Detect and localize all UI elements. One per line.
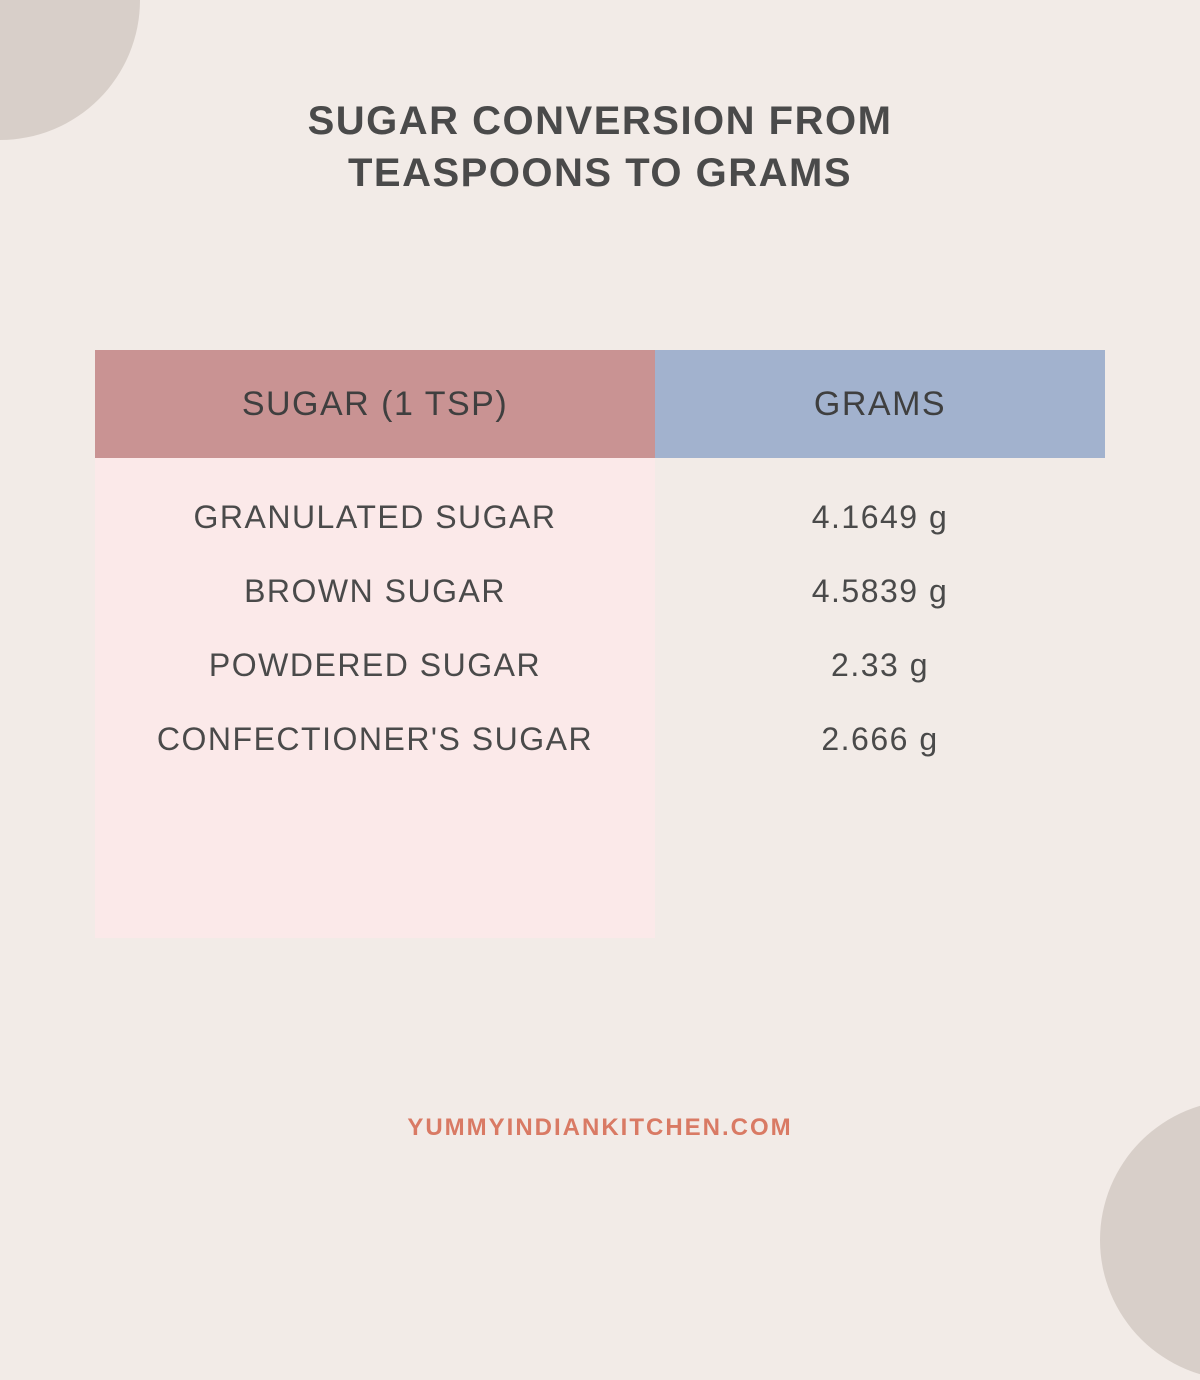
- table-body: GRANULATED SUGAR BROWN SUGAR POWDERED SU…: [95, 458, 1105, 938]
- table-row-label: GRANULATED SUGAR: [95, 480, 655, 554]
- table-row-label: BROWN SUGAR: [95, 554, 655, 628]
- table-body-left-col: GRANULATED SUGAR BROWN SUGAR POWDERED SU…: [95, 458, 655, 938]
- table-row-value: 4.5839 g: [655, 554, 1105, 628]
- table-row-value: 2.666 g: [655, 702, 1105, 776]
- table-row-label: CONFECTIONER'S SUGAR: [95, 702, 655, 776]
- page-title: SUGAR CONVERSION FROM TEASPOONS TO GRAMS: [0, 95, 1200, 199]
- table-header-row: SUGAR (1 TSP) GRAMS: [95, 350, 1105, 458]
- conversion-table: SUGAR (1 TSP) GRAMS GRANULATED SUGAR BRO…: [95, 350, 1105, 938]
- table-header-grams: GRAMS: [655, 350, 1105, 458]
- footer-site-credit: YUMMYINDIANKITCHEN.COM: [0, 1114, 1200, 1142]
- table-row-value: 4.1649 g: [655, 480, 1105, 554]
- table-header-sugar: SUGAR (1 TSP): [95, 350, 655, 458]
- table-row-value: 2.33 g: [655, 628, 1105, 702]
- table-row-label: POWDERED SUGAR: [95, 628, 655, 702]
- table-body-right-col: 4.1649 g 4.5839 g 2.33 g 2.666 g: [655, 458, 1105, 938]
- decorative-circle-bottom-right: [1100, 1100, 1200, 1380]
- title-line-1: SUGAR CONVERSION FROM: [308, 99, 893, 143]
- title-line-2: TEASPOONS TO GRAMS: [348, 151, 852, 195]
